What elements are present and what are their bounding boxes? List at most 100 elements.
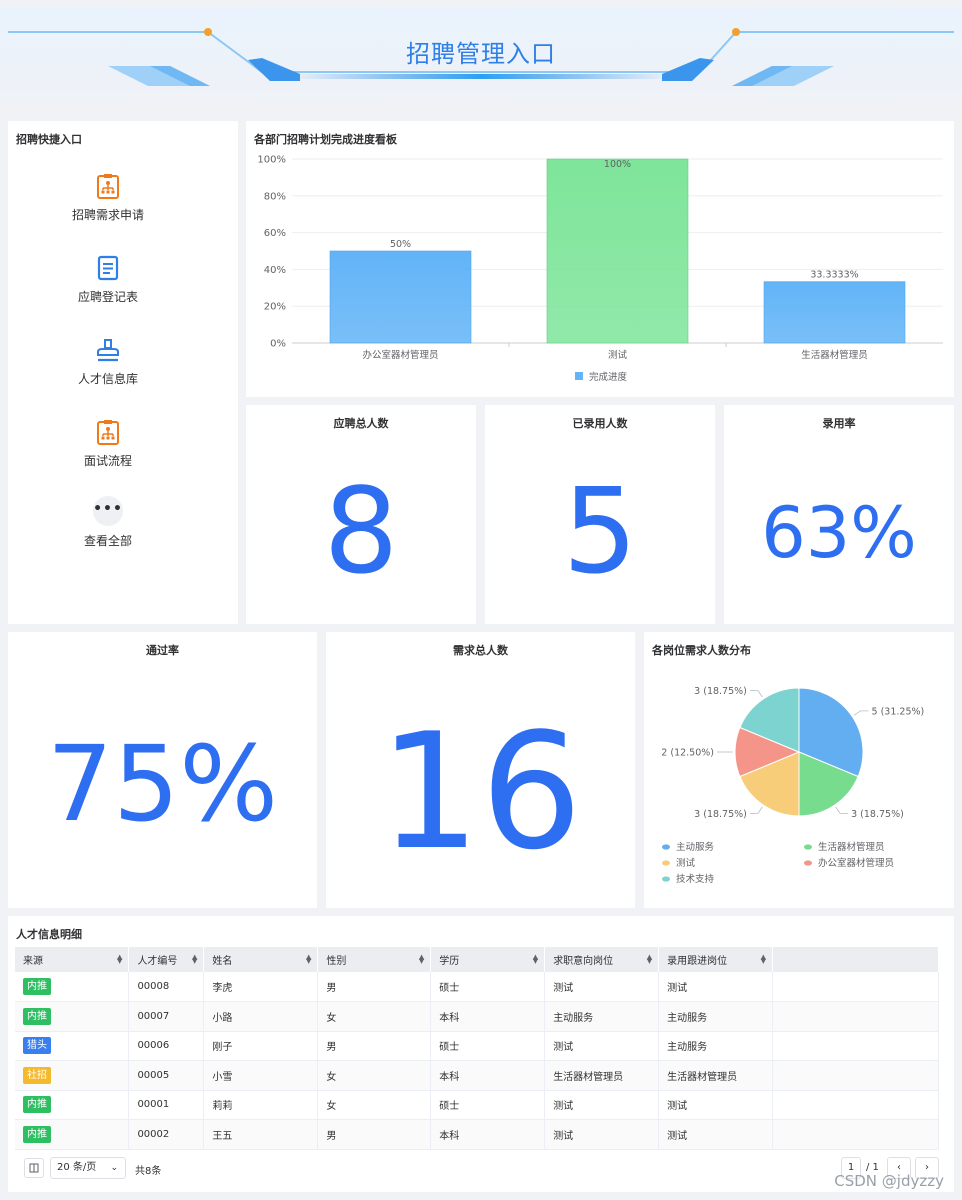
cell-id: 00005 bbox=[128, 1060, 205, 1091]
legend-marker bbox=[662, 876, 670, 882]
cell-spacer bbox=[772, 1031, 939, 1061]
cell-gender: 男 bbox=[317, 1119, 432, 1150]
progress-chart-title: 各部门招聘计划完成进度看板 bbox=[254, 133, 397, 146]
pie-slice-label: 5 (31.25%) bbox=[872, 706, 925, 717]
page-number-input[interactable]: 1 bbox=[841, 1157, 861, 1179]
sort-icon[interactable]: ▲ ▼ bbox=[760, 953, 767, 965]
pie-slice-label: 2 (12.50%) bbox=[661, 748, 714, 759]
quick-entry-title: 招聘快捷入口 bbox=[16, 133, 82, 146]
page-size-select[interactable]: 20 条/页 ⌄ bbox=[50, 1157, 126, 1179]
stamp-icon bbox=[97, 339, 119, 362]
cell-spacer bbox=[772, 1119, 939, 1150]
y-tick-label: 0% bbox=[270, 339, 286, 350]
column-header-name[interactable]: 姓名 ▲ ▼ bbox=[203, 947, 319, 972]
cell-intent: 生活器材管理员 bbox=[544, 1060, 660, 1091]
cell-name: 莉莉 bbox=[203, 1090, 319, 1120]
cell-edu: 硕士 bbox=[430, 1090, 546, 1120]
pie-slice bbox=[739, 687, 800, 753]
cell-id: 00008 bbox=[128, 972, 205, 1002]
sort-icon[interactable]: ▲ ▼ bbox=[305, 953, 312, 965]
cell-intent: 主动服务 bbox=[544, 1001, 660, 1032]
column-header-intent[interactable]: 求职意向岗位 ▲ ▼ bbox=[544, 947, 660, 972]
distribution-title: 各岗位需求人数分布 bbox=[652, 644, 751, 657]
pie-slice-label: 3 (18.75%) bbox=[694, 809, 747, 820]
demand-card: 需求总人数 16 bbox=[326, 632, 635, 908]
cell-spacer bbox=[772, 1090, 939, 1120]
header-decoration bbox=[0, 8, 962, 112]
table-row[interactable]: 内推 00008 李虎男硕士 测试 测试 bbox=[15, 972, 939, 1002]
quick-item-interview-process[interactable]: 面试流程 bbox=[8, 418, 208, 469]
pie-slice-label: 3 (18.75%) bbox=[851, 809, 904, 820]
column-header-education[interactable]: 学历 ▲ ▼ bbox=[430, 947, 546, 972]
quick-item-talent-pool[interactable]: 人才信息库 bbox=[8, 336, 208, 387]
quick-item-requirement[interactable]: 招聘需求申请 bbox=[8, 172, 208, 223]
table-row[interactable]: 猎头 00006 刚子男硕士 测试 主动服务 bbox=[15, 1031, 939, 1061]
org-clipboard-icon bbox=[97, 420, 119, 445]
bar-value-label: 50% bbox=[390, 239, 411, 250]
cell-id: 00006 bbox=[128, 1031, 205, 1061]
column-settings-button[interactable] bbox=[24, 1158, 44, 1178]
y-tick-label: 60% bbox=[264, 228, 286, 239]
hire-rate-value: 63% bbox=[761, 492, 917, 574]
table-row[interactable]: 内推 00001 莉莉女硕士 测试 测试 bbox=[15, 1090, 939, 1120]
table-row[interactable]: 内推 00002 王五男本科 测试 测试 bbox=[15, 1119, 939, 1150]
cell-spacer bbox=[772, 972, 939, 1002]
y-tick-label: 80% bbox=[264, 191, 286, 202]
quick-item-label: 应聘登记表 bbox=[77, 290, 138, 304]
column-header-gender[interactable]: 性别 ▲ ▼ bbox=[317, 947, 432, 972]
legend-label: 测试 bbox=[676, 857, 696, 869]
cell-source: 内推 bbox=[15, 972, 130, 1002]
page-title: 招聘管理入口 bbox=[406, 40, 556, 68]
cell-follow: 生活器材管理员 bbox=[658, 1060, 774, 1091]
pie-label-line bbox=[749, 806, 763, 814]
pie-slice bbox=[798, 751, 859, 817]
prev-page-button[interactable]: ‹ bbox=[887, 1157, 911, 1179]
cell-name: 小路 bbox=[203, 1001, 319, 1032]
chevron-down-icon: ⌄ bbox=[110, 1163, 118, 1173]
distribution-pie-chart: 5 (31.25%) 3 (18.75%) 3 (18.75%) 2 (12.50%)… bbox=[661, 686, 925, 885]
source-badge: 内推 bbox=[23, 1125, 51, 1143]
quick-item-application-form[interactable]: 应聘登记表 bbox=[8, 254, 208, 305]
source-badge: 猎头 bbox=[23, 1037, 51, 1055]
cell-name: 小雪 bbox=[203, 1060, 319, 1091]
source-badge: 内推 bbox=[23, 978, 51, 995]
pie-label-line bbox=[749, 690, 763, 698]
demand-label: 需求总人数 bbox=[453, 644, 508, 657]
column-header-follow[interactable]: 录用跟进岗位 ▲ ▼ bbox=[658, 947, 774, 972]
pass-rate-label: 通过率 bbox=[146, 644, 179, 657]
cell-intent: 测试 bbox=[544, 972, 660, 1002]
table-row[interactable]: 内推 00007 小路女本科 主动服务 主动服务 bbox=[15, 1001, 939, 1032]
chevron-right-icon: › bbox=[925, 1162, 929, 1173]
legend-label: 技术支持 bbox=[676, 873, 715, 885]
sort-icon[interactable]: ▲ ▼ bbox=[117, 953, 123, 965]
cell-gender: 男 bbox=[317, 1031, 432, 1061]
cell-source: 内推 bbox=[15, 1090, 130, 1120]
pie-label-line bbox=[835, 806, 849, 814]
cell-edu: 硕士 bbox=[430, 1031, 546, 1061]
cell-source: 内推 bbox=[15, 1001, 130, 1032]
sort-icon[interactable]: ▲ ▼ bbox=[418, 953, 425, 965]
org-clipboard-icon bbox=[97, 174, 119, 199]
column-header-source[interactable]: 来源 ▲ ▼ bbox=[15, 947, 130, 972]
table-header-row: 来源 ▲ ▼ 人才编号 ▲ ▼ 姓名 ▲ ▼ 性别 ▲ ▼ 学历 ▲ ▼ 求职意向岗位 ▲ ▼ 录用跟进… bbox=[15, 947, 939, 972]
sort-icon[interactable]: ▲ ▼ bbox=[192, 953, 198, 965]
pie-slice-label: 3 (18.75%) bbox=[694, 686, 747, 697]
quick-item-label: 面试流程 bbox=[83, 454, 132, 468]
column-header-id[interactable]: 人才编号 ▲ ▼ bbox=[128, 947, 205, 972]
columns-icon bbox=[29, 1163, 39, 1173]
next-page-button[interactable]: › bbox=[915, 1157, 939, 1179]
x-tick-label: 生活器材管理员 bbox=[801, 349, 868, 361]
cell-edu: 硕士 bbox=[430, 972, 546, 1002]
table-row[interactable]: 社招 00005 小雪女本科 生活器材管理员 生活器材管理员 bbox=[15, 1060, 939, 1091]
document-icon bbox=[97, 255, 119, 281]
legend-swatch bbox=[575, 372, 583, 380]
more-icon: ••• bbox=[93, 496, 123, 526]
legend-label: 生活器材管理员 bbox=[818, 841, 885, 853]
sort-icon[interactable]: ▲ ▼ bbox=[532, 953, 539, 965]
applicants-label: 应聘总人数 bbox=[333, 417, 389, 430]
pass-rate-card: 通过率 75% bbox=[8, 632, 317, 908]
pie-slice bbox=[739, 751, 800, 817]
x-tick-label: 办公室器材管理员 bbox=[362, 349, 438, 361]
quick-item-view-all[interactable]: ••• 查看全部 bbox=[8, 496, 208, 549]
sort-icon[interactable]: ▲ ▼ bbox=[646, 953, 653, 965]
